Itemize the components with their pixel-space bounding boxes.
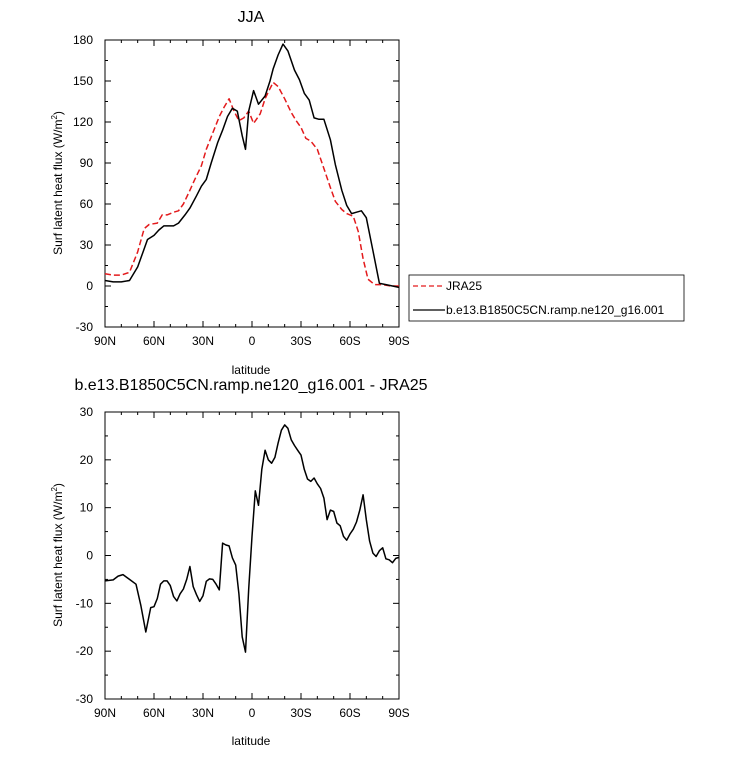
bottom-xtick-label: 90S [388, 706, 409, 720]
top-xtick-label: 0 [249, 334, 256, 348]
top-ytick-label: 90 [80, 156, 94, 170]
top-ytick-label: -30 [76, 320, 94, 334]
bottom-yaxis-label-close: ) [51, 483, 65, 487]
bottom-chart-title: b.e13.B1850C5CN.ramp.ne120_g16.001 - JRA… [74, 377, 427, 394]
top-xtick-label: 30N [192, 334, 214, 348]
legend-label-model: b.e13.B1850C5CN.ramp.ne120_g16.001 [446, 303, 664, 317]
bottom-xtick-label: 0 [249, 706, 256, 720]
top-ytick-label: 180 [73, 33, 93, 47]
top-yaxis-label-sup: 2 [50, 115, 59, 120]
bottom-xtick-label: 30N [192, 706, 214, 720]
bottom-yaxis-label-sup: 2 [50, 487, 59, 492]
legend-box [408, 274, 685, 322]
top-series-group [104, 43, 400, 289]
bottom-axes: -30 -20 -10 0 10 20 30 90N 60N 30N 0 30S 60S 90S [76, 405, 410, 720]
bottom-xtick-label: 30S [290, 706, 311, 720]
bottom-plot-frame [104, 411, 400, 700]
top-plot-frame [104, 39, 400, 328]
bottom-ytick-label: 10 [80, 501, 94, 515]
top-ytick-label: 30 [80, 238, 94, 252]
top-series-line-jra25 [104, 81, 399, 287]
legend: JRA25 b.e13.B1850C5CN.ramp.ne120_g16.001 [408, 274, 685, 322]
top-ytick-label: 60 [80, 197, 94, 211]
bottom-series-group [104, 424, 400, 653]
bottom-ytick-label: 30 [80, 405, 94, 419]
bottom-ytick-label: -30 [76, 692, 94, 706]
bottom-xtick-label: 60S [339, 706, 360, 720]
bottom-ytick-label: 0 [86, 549, 93, 563]
top-xtick-label: 90S [388, 334, 409, 348]
bottom-series-line-difference [104, 424, 400, 653]
bottom-xtick-label: 60N [143, 706, 165, 720]
top-yaxis-label-main: Surf latent heat flux (W/m [51, 120, 65, 255]
top-xtick-label: 30S [290, 334, 311, 348]
top-panel: JJA -30 0 30 60 90 120 150 180 90N 60N 30N 0 30S 60S 9… [50, 9, 685, 377]
top-ytick-label: 120 [73, 115, 93, 129]
bottom-ytick-label: -20 [76, 644, 94, 658]
top-xtick-label: 90N [94, 334, 116, 348]
top-chart-title: JJA [238, 9, 265, 26]
legend-label-jra25: JRA25 [446, 279, 482, 293]
bottom-xaxis-label: latitude [232, 734, 271, 748]
top-xtick-label: 60N [143, 334, 165, 348]
top-ytick-label: 0 [86, 279, 93, 293]
top-ytick-label: 150 [73, 74, 93, 88]
top-xtick-label: 60S [339, 334, 360, 348]
bottom-xtick-label: 90N [94, 706, 116, 720]
top-yaxis-label: Surf latent heat flux (W/m2) [50, 111, 65, 255]
bottom-panel: b.e13.B1850C5CN.ramp.ne120_g16.001 - JRA… [50, 377, 428, 748]
top-series-line-model [104, 43, 400, 289]
top-xaxis-label: latitude [232, 363, 271, 377]
bottom-ytick-label: 20 [80, 453, 94, 467]
bottom-yaxis-label: Surf latent heat flux (W/m2) [50, 483, 65, 627]
bottom-ytick-label: -10 [76, 596, 94, 610]
top-axes: -30 0 30 60 90 120 150 180 90N 60N 30N 0 30S 60S 90S [73, 33, 410, 348]
top-yaxis-label-close: ) [51, 111, 65, 115]
bottom-yaxis-label-main: Surf latent heat flux (W/m [51, 492, 65, 627]
